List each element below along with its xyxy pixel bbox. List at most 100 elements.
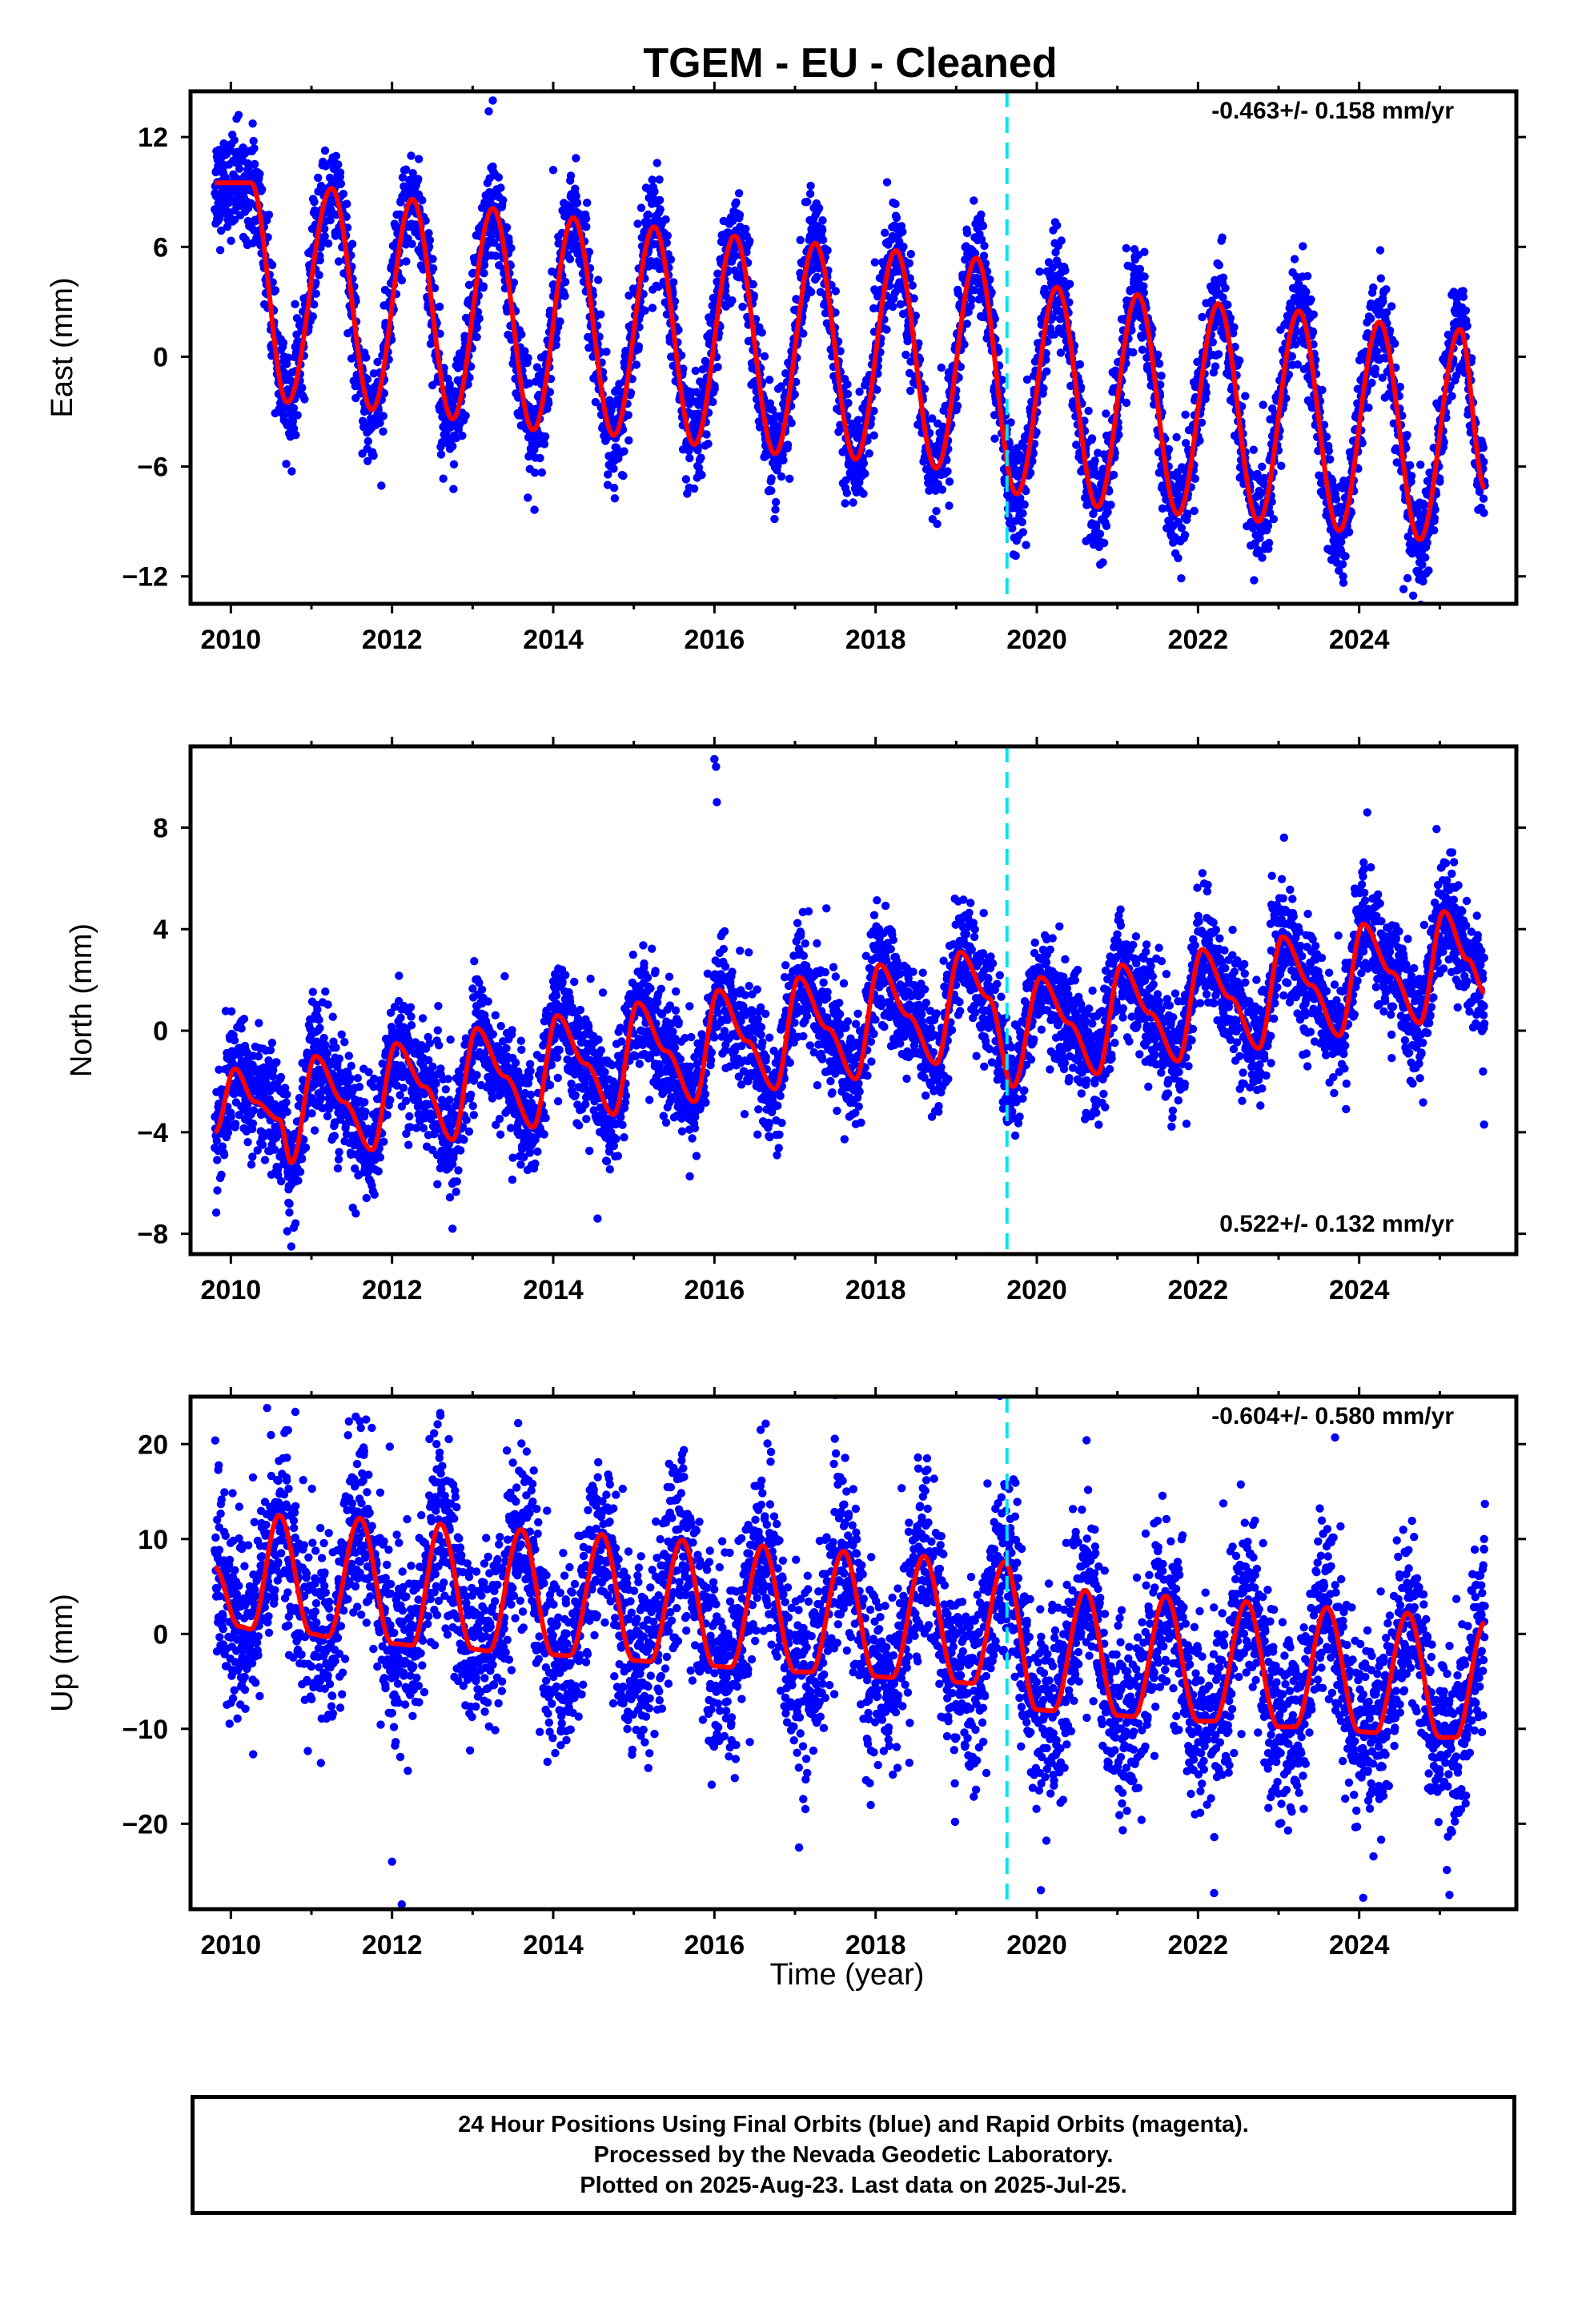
data-point <box>479 282 488 291</box>
data-point <box>291 431 300 440</box>
data-point <box>953 401 962 410</box>
data-point <box>473 308 483 316</box>
data-point <box>710 384 719 393</box>
data-point <box>235 164 244 173</box>
data-point <box>977 210 986 219</box>
data-point <box>282 460 291 468</box>
data-point <box>1157 372 1166 380</box>
data-point <box>583 199 592 207</box>
data-point <box>439 474 448 483</box>
data-point <box>604 470 612 479</box>
data-point <box>449 460 459 468</box>
data-point <box>315 271 323 279</box>
data-point <box>1424 566 1433 575</box>
data-point <box>234 111 243 119</box>
data-point <box>745 236 754 246</box>
data-point <box>1057 236 1066 245</box>
data-point <box>685 453 694 463</box>
data-point <box>336 179 346 188</box>
data-point <box>1106 501 1115 509</box>
data-point <box>323 239 333 248</box>
data-point <box>572 191 580 200</box>
data-point <box>1022 541 1030 549</box>
data-point <box>650 187 659 196</box>
data-point <box>1018 517 1026 527</box>
data-point <box>502 223 512 232</box>
data-point <box>648 175 656 184</box>
data-point <box>881 228 889 237</box>
data-point <box>938 485 947 494</box>
data-point <box>1191 474 1200 483</box>
data-point <box>979 251 989 260</box>
data-point <box>334 160 343 169</box>
data-point <box>644 210 652 219</box>
data-point <box>624 436 633 445</box>
data-point <box>524 493 532 502</box>
data-point <box>582 223 591 231</box>
data-point <box>1277 461 1286 470</box>
data-point <box>250 159 259 169</box>
data-point <box>402 257 411 266</box>
data-point <box>656 205 665 214</box>
data-point <box>300 395 309 404</box>
data-point <box>691 366 700 376</box>
data-point <box>889 302 897 312</box>
data-point <box>1122 398 1131 408</box>
data-point <box>1403 431 1411 440</box>
data-point <box>537 468 547 477</box>
data-point <box>1035 267 1044 276</box>
data-point <box>215 246 225 255</box>
data-point <box>1098 558 1107 567</box>
data-point <box>326 215 335 225</box>
data-point <box>499 195 508 205</box>
data-point <box>1418 561 1427 569</box>
data-point <box>271 286 280 295</box>
data-point <box>566 171 576 180</box>
data-point <box>901 350 910 360</box>
data-point <box>308 312 317 321</box>
data-point <box>217 226 226 235</box>
data-point <box>610 494 620 503</box>
data-point <box>532 363 542 372</box>
data-point <box>1020 501 1029 509</box>
data-point <box>1138 345 1147 354</box>
data-point <box>1447 392 1456 400</box>
data-point <box>267 260 277 270</box>
data-point <box>1416 460 1425 469</box>
data-point <box>449 485 458 493</box>
data-point <box>1263 521 1273 530</box>
data-point <box>1423 538 1431 547</box>
data-point <box>990 434 999 443</box>
data-point <box>662 239 671 247</box>
data-point <box>424 229 433 238</box>
data-point <box>530 468 540 477</box>
data-point <box>445 380 454 389</box>
data-point <box>1332 495 1341 504</box>
data-point <box>594 275 603 284</box>
data-point <box>779 456 788 464</box>
data-point <box>1053 221 1062 230</box>
data-point <box>1421 553 1430 562</box>
data-point <box>970 196 978 205</box>
data-point <box>363 436 372 446</box>
data-point <box>311 289 320 298</box>
data-point <box>741 224 750 233</box>
data-point <box>1109 470 1118 480</box>
data-point <box>796 235 805 244</box>
data-point <box>898 227 907 236</box>
data-point <box>292 330 301 339</box>
data-point <box>1258 553 1267 562</box>
data-point <box>552 335 561 344</box>
data-point <box>663 231 672 240</box>
data-point <box>1223 300 1232 309</box>
data-point <box>1264 538 1274 548</box>
data-point <box>1407 472 1416 480</box>
data-point <box>540 432 550 441</box>
data-point <box>584 344 593 352</box>
data-point <box>363 456 372 465</box>
data-point <box>882 178 892 187</box>
data-point <box>514 393 523 402</box>
data-point <box>379 412 387 420</box>
data-point <box>813 272 821 282</box>
data-point <box>1269 515 1279 524</box>
